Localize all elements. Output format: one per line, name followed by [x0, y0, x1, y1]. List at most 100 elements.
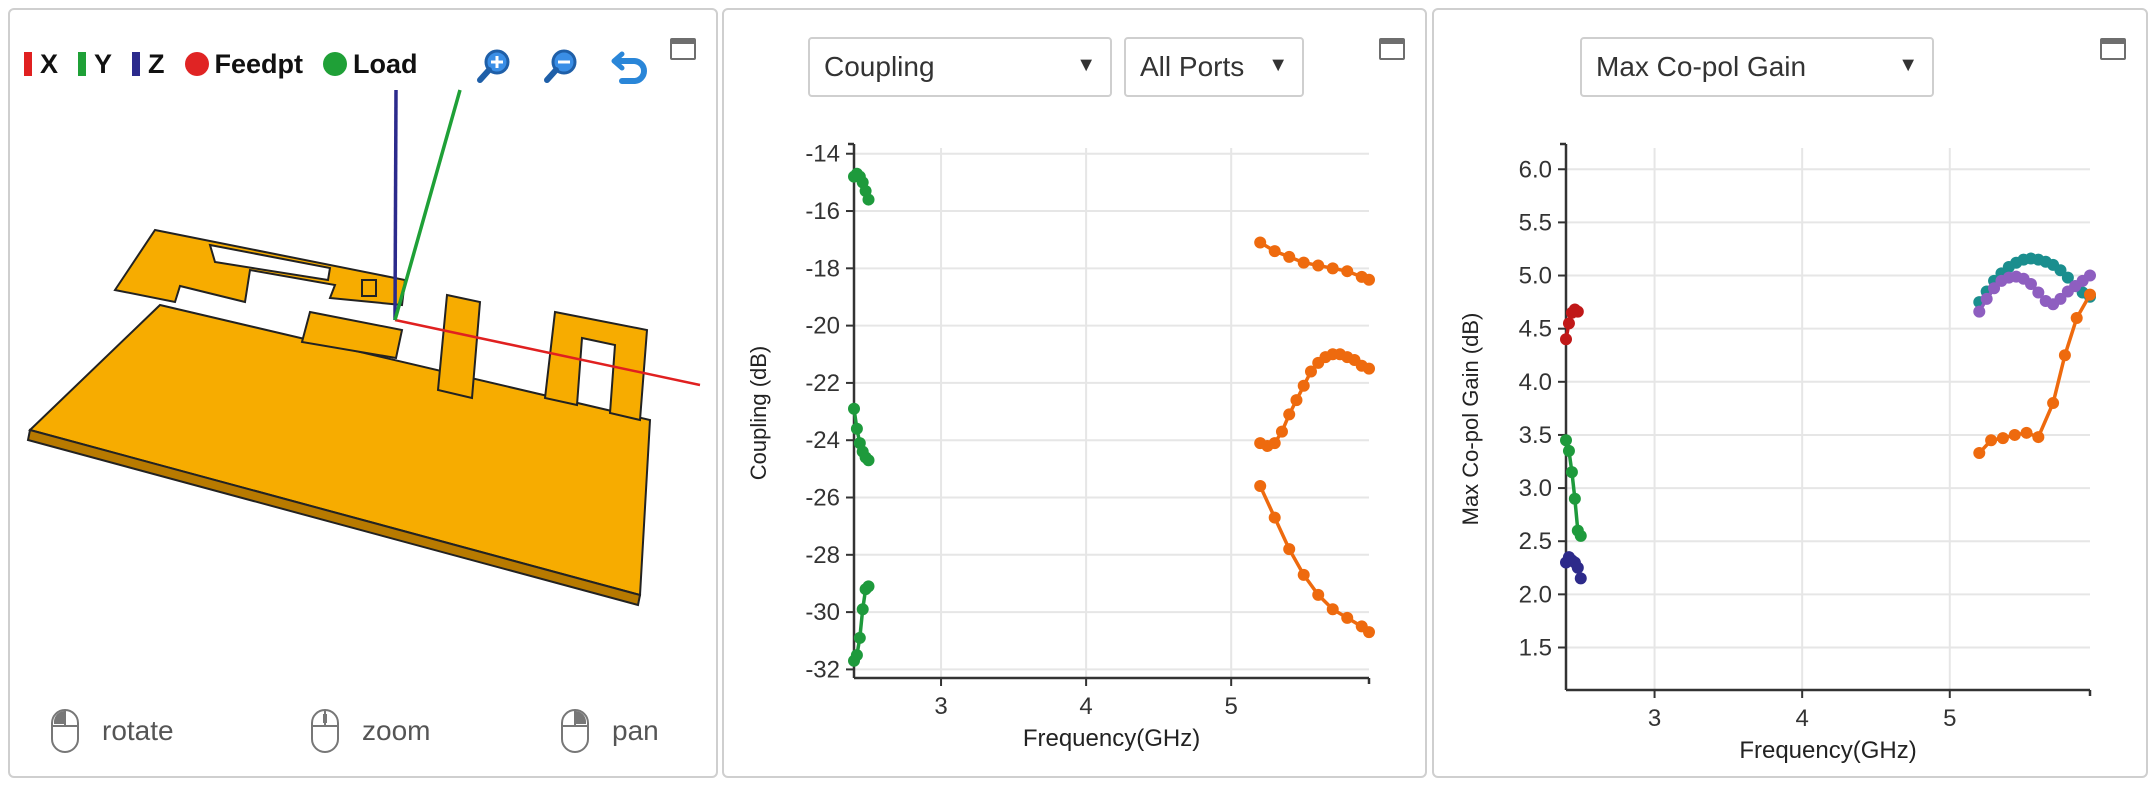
gain-measure-select[interactable]: Max Co-pol Gain ▼: [1580, 37, 1934, 97]
undo-icon[interactable]: [610, 46, 650, 86]
data-point[interactable]: [1574, 572, 1587, 585]
data-point[interactable]: [1988, 282, 2001, 295]
data-point[interactable]: [1363, 362, 1375, 375]
data-point[interactable]: [2058, 349, 2071, 362]
data-point[interactable]: [2008, 428, 2021, 441]
maximize-icon[interactable]: [2100, 38, 2126, 60]
data-point[interactable]: [1574, 529, 1587, 542]
x-tick-label: 4: [1079, 693, 1092, 720]
data-point[interactable]: [2054, 292, 2067, 305]
data-point[interactable]: [1297, 256, 1310, 269]
data-point[interactable]: [2047, 397, 2060, 410]
data-point[interactable]: [856, 603, 869, 616]
data-point[interactable]: [1326, 262, 1339, 275]
zoom-in-icon[interactable]: [475, 46, 515, 86]
zoom-out-icon[interactable]: [542, 46, 582, 86]
data-point[interactable]: [1341, 265, 1354, 278]
antenna-3d-view[interactable]: [10, 80, 716, 640]
x-tick-label: 3: [934, 693, 947, 720]
data-point[interactable]: [1985, 434, 1998, 447]
data-point[interactable]: [1571, 561, 1584, 574]
data-point[interactable]: [1283, 250, 1296, 263]
hint-zoom: zoom: [310, 708, 430, 754]
data-point[interactable]: [853, 631, 866, 644]
data-point[interactable]: [1283, 408, 1296, 421]
y-tick-label: 2.5: [1519, 528, 1552, 555]
gain-chart[interactable]: 6.0 5.5 5.0 4.5 4.0 3.5 3.0 2.5 2.0 1.5 3 4 5 Frequen…: [1434, 10, 2146, 776]
data-point[interactable]: [1268, 511, 1281, 524]
data-point[interactable]: [1283, 543, 1296, 556]
data-point[interactable]: [1565, 466, 1578, 479]
y-tick-label: -24: [805, 427, 840, 454]
data-point[interactable]: [2084, 288, 2096, 301]
y-tick-label: -16: [805, 198, 840, 225]
data-point[interactable]: [848, 402, 860, 415]
data-point[interactable]: [1268, 437, 1281, 450]
mouse-wheel-icon: [311, 709, 339, 753]
x-axis-label: Frequency(GHz): [1023, 725, 1200, 752]
data-point[interactable]: [2020, 426, 2033, 439]
data-point[interactable]: [1568, 492, 1581, 505]
data-point[interactable]: [2070, 312, 2083, 325]
data-point[interactable]: [1254, 480, 1267, 493]
maximize-icon[interactable]: [670, 38, 696, 60]
x-tick-label: 3: [1648, 705, 1661, 732]
data-point[interactable]: [862, 580, 875, 593]
data-point[interactable]: [1562, 444, 1575, 457]
data-point[interactable]: [1560, 434, 1572, 447]
data-point[interactable]: [1363, 626, 1375, 639]
data-point[interactable]: [1341, 611, 1354, 624]
data-point[interactable]: [1560, 333, 1572, 346]
data-point[interactable]: [862, 193, 875, 206]
legend-label: X: [40, 48, 59, 79]
data-point[interactable]: [1290, 394, 1303, 407]
data-point[interactable]: [1996, 432, 2009, 445]
series-line-5: [1258, 485, 1371, 634]
hint-label: zoom: [362, 715, 431, 746]
coupling-plot-panel: Coupling ▼ All Ports ▼ -14 -16 -18 -20 -22 -2…: [722, 8, 1427, 778]
data-point[interactable]: [1326, 603, 1339, 616]
y-tick-label: 3.5: [1519, 422, 1552, 449]
data-point[interactable]: [850, 649, 863, 662]
data-point[interactable]: [1973, 305, 1986, 318]
data-point[interactable]: [1980, 292, 1993, 305]
geometry-viewer-panel: X Y Z Feedpt Load rotate zoom pan: [8, 8, 718, 778]
data-point[interactable]: [1297, 379, 1310, 392]
data-point[interactable]: [1268, 245, 1281, 258]
data-point[interactable]: [1973, 447, 1986, 460]
y-axis-line: [393, 89, 462, 321]
data-point[interactable]: [2061, 271, 2074, 284]
data-point[interactable]: [2084, 269, 2096, 282]
y-tick-label: 4.5: [1519, 316, 1552, 343]
data-point[interactable]: [2032, 286, 2045, 299]
data-point[interactable]: [1562, 317, 1575, 330]
data-point[interactable]: [1254, 236, 1267, 249]
hint-pan: pan: [560, 708, 659, 754]
y-tick-label: 6.0: [1519, 156, 1552, 183]
data-point[interactable]: [1297, 568, 1310, 581]
coupling-ylabel: Coupling (dB): [746, 346, 771, 481]
data-point[interactable]: [862, 454, 875, 467]
data-point[interactable]: [1275, 425, 1288, 438]
measure-select[interactable]: Coupling ▼: [808, 37, 1112, 97]
data-point[interactable]: [1304, 365, 1317, 378]
hint-rotate: rotate: [50, 708, 174, 754]
y-tick-label: 2.0: [1519, 581, 1552, 608]
mouse-left-button-icon: [51, 709, 79, 753]
legend-swatch: [24, 52, 32, 76]
maximize-icon[interactable]: [1379, 38, 1405, 60]
legend-label: Feedpt: [214, 48, 304, 79]
x-axis-line: [394, 318, 701, 387]
strip: [436, 293, 482, 400]
data-point[interactable]: [1312, 588, 1325, 601]
coupling-chart[interactable]: -14 -16 -18 -20 -22 -24 -26 -28 -30 -32 3 4 5 Frequen…: [724, 10, 1425, 776]
data-point[interactable]: [1571, 305, 1584, 318]
y-tick-label: 3.0: [1519, 475, 1552, 502]
data-point[interactable]: [2024, 278, 2037, 291]
data-point[interactable]: [2054, 264, 2067, 277]
data-point[interactable]: [1312, 259, 1325, 272]
data-point[interactable]: [850, 422, 863, 435]
data-point[interactable]: [1363, 273, 1375, 286]
data-point[interactable]: [2032, 431, 2045, 444]
ports-select[interactable]: All Ports ▼: [1124, 37, 1304, 97]
